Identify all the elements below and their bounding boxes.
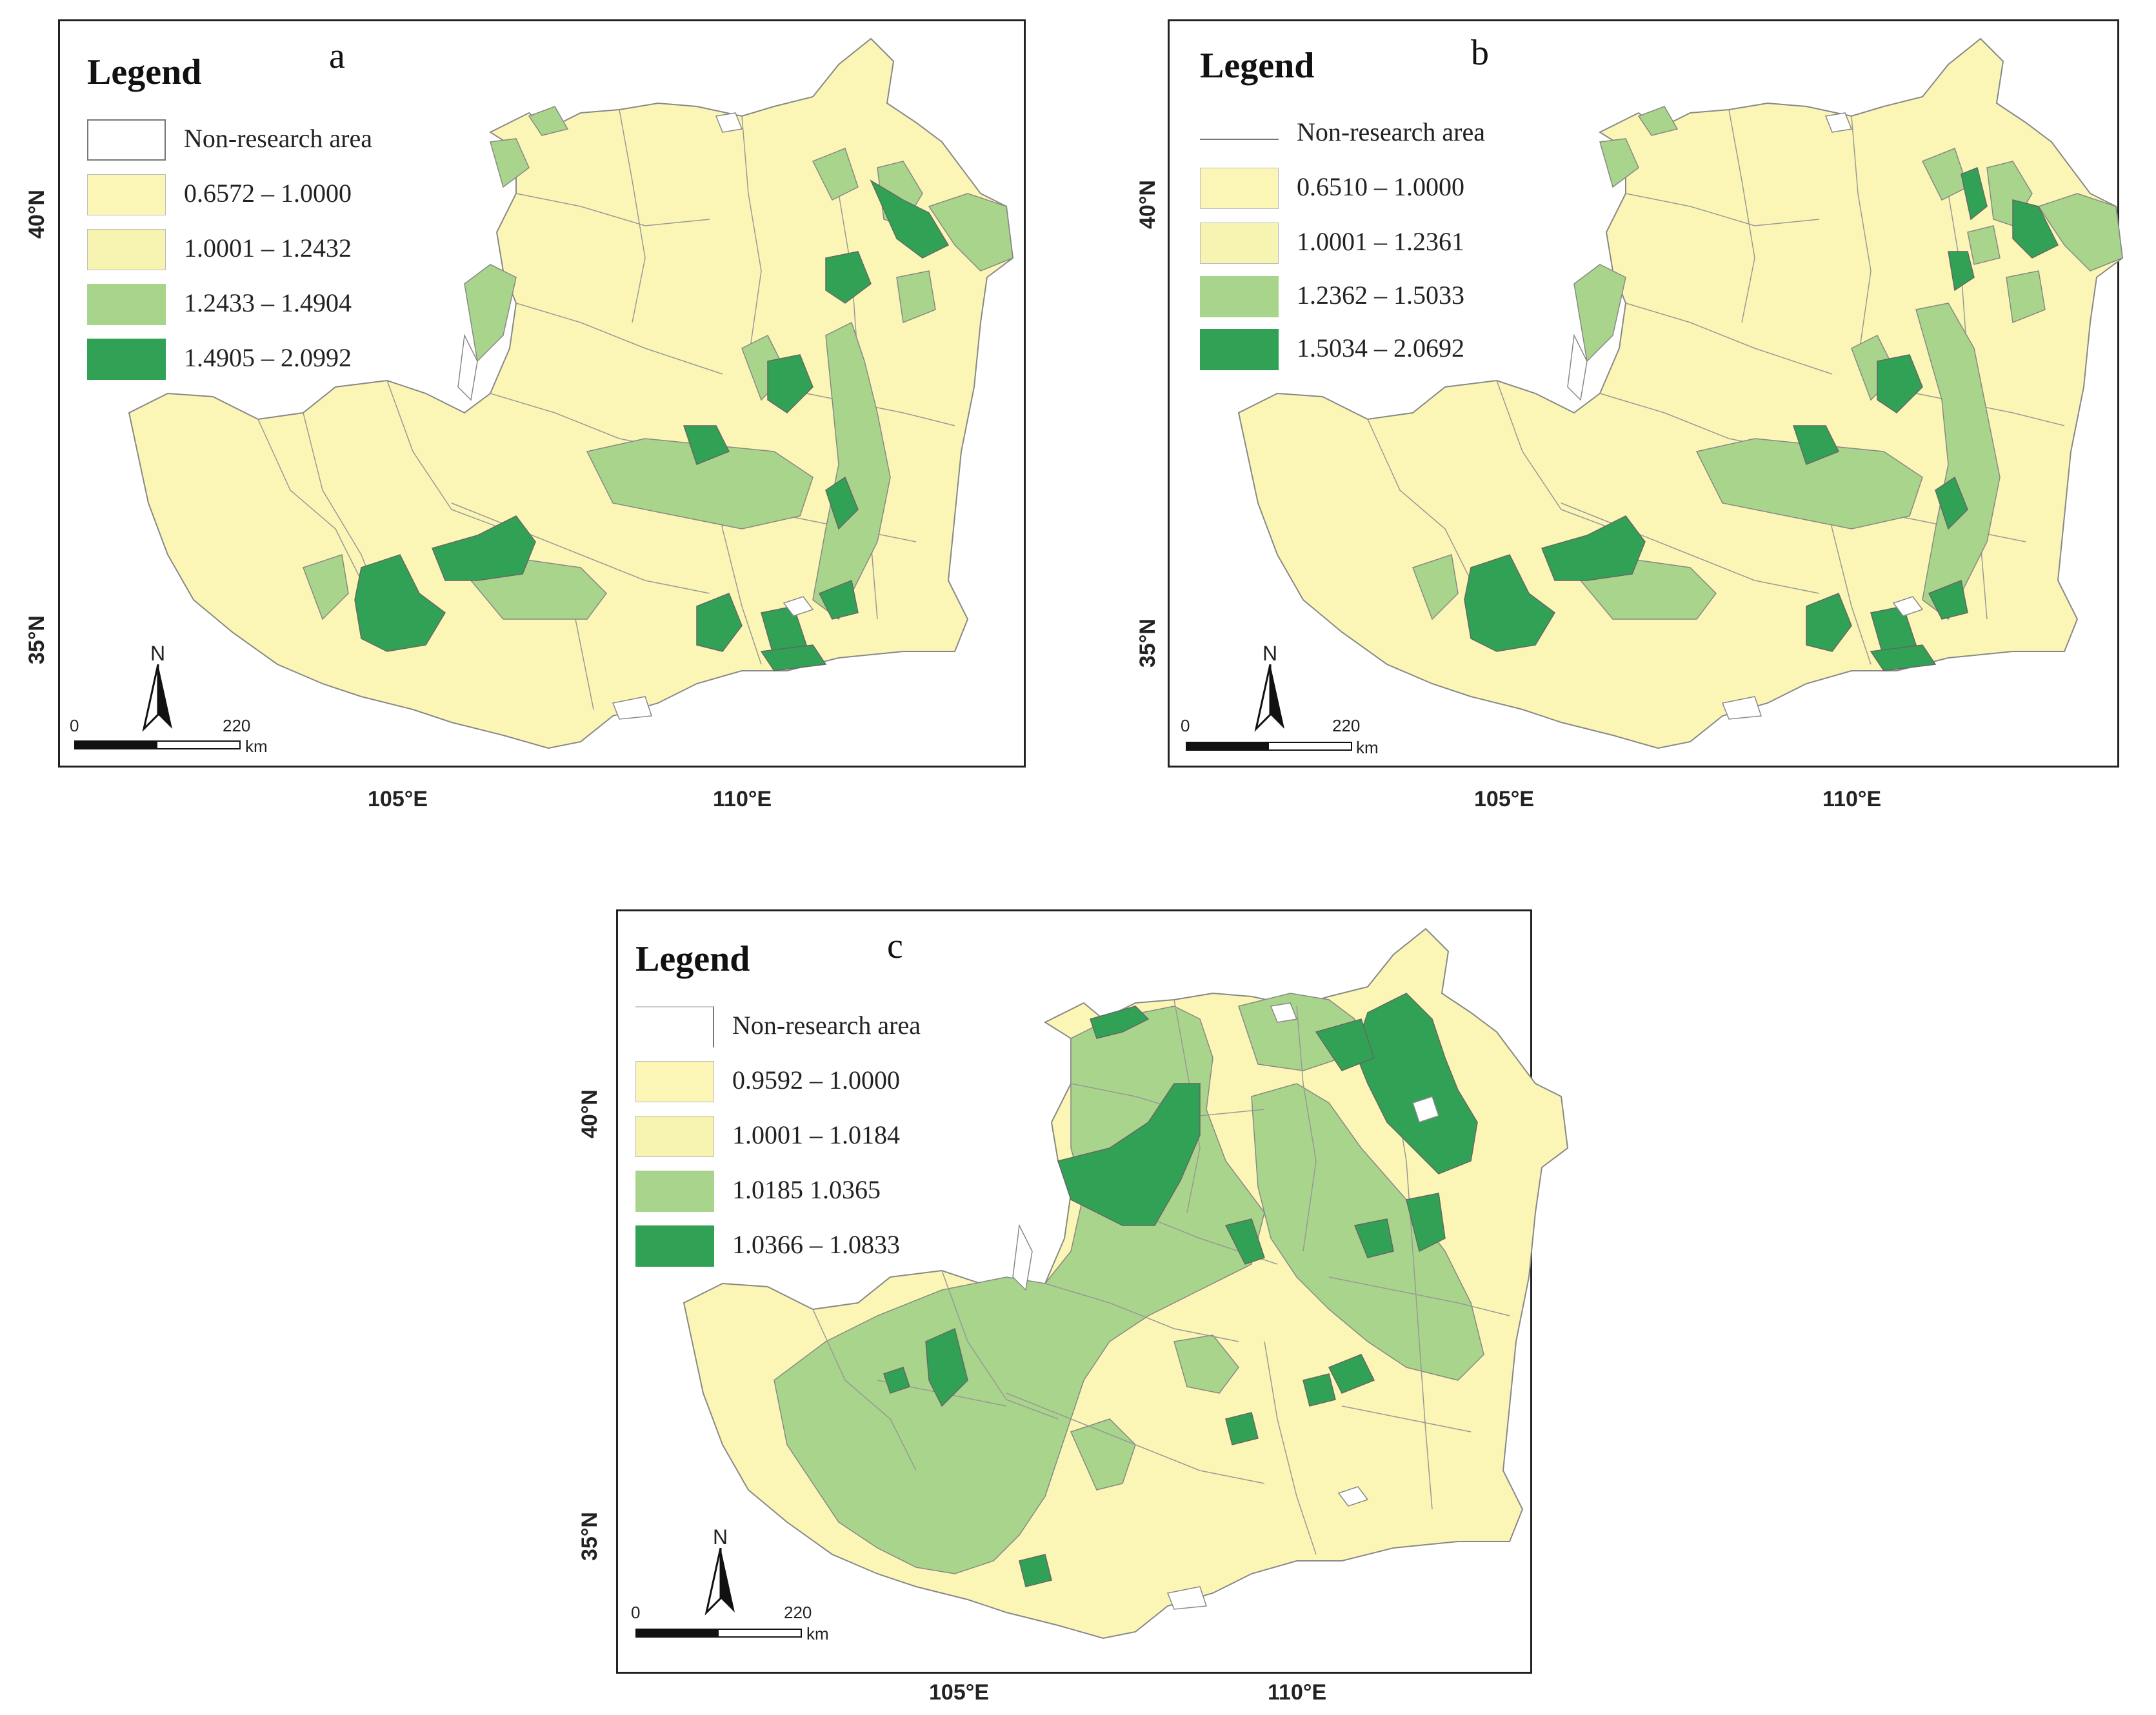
legend-title: Legend [87,52,202,92]
legend-label: 0.6510 – 1.0000 [1297,172,1464,201]
scale-unit: km [245,737,268,756]
scale-start: 0 [1181,716,1190,735]
scale-end: 220 [784,1603,812,1622]
map-panel-a: Legend a Non-research area 0.6572 – 1.00… [0,0,1058,838]
north-arrow-label: N [713,1525,728,1549]
scale-bar [1186,742,1352,751]
panel-label: c [887,926,903,966]
legend-label: 1.4905 – 2.0992 [184,343,352,372]
lat-label-40: 40°N [25,190,49,239]
legend-title: Legend [1200,46,1315,86]
lon-label-105: 105°E [1474,787,1535,811]
legend-label: 1.0366 – 1.0833 [732,1230,900,1259]
scale-bar [635,1629,802,1638]
legend-label: Non-research area [184,124,373,153]
north-arrow-label: N [150,642,166,665]
legend-label: Non-research area [732,1011,921,1040]
legend-label: 1.0001 – 1.2432 [184,233,352,263]
legend-label: 0.6572 – 1.0000 [184,179,352,208]
panel-label: b [1471,33,1489,73]
legend-swatch [87,339,166,380]
legend-label: 1.2362 – 1.5033 [1297,281,1464,310]
legend-label: Non-research area [1297,117,1486,146]
legend-swatch [87,229,166,270]
legend-label: 1.0001 – 1.0184 [732,1120,900,1149]
legend-swatch [1200,329,1279,370]
legend-label: 0.9592 – 1.0000 [732,1066,900,1095]
panel-label: a [329,36,345,76]
scale-end: 220 [223,716,251,735]
lat-label-35: 35°N [577,1512,602,1561]
scale-start: 0 [631,1603,641,1622]
legend-swatch [87,174,166,215]
legend-title: Legend [635,939,750,979]
legend-swatch [635,1061,714,1102]
legend-swatch [1200,223,1279,264]
legend-swatch [1200,276,1279,317]
lat-label-35: 35°N [25,615,49,664]
scale-unit: km [1356,738,1379,757]
north-arrow-label: N [1263,642,1278,665]
legend-swatch [635,1116,714,1157]
map-panel-b: Legend b Non-research area 0.6510 – 1.00… [1110,0,2156,838]
legend-swatch [87,119,166,161]
lon-label-110: 110°E [713,787,772,811]
lat-label-40: 40°N [577,1089,602,1138]
north-arrow-icon [1254,664,1284,732]
legend-label: 1.0001 – 1.2361 [1297,227,1464,256]
legend-swatch [635,1006,714,1047]
lon-label-105: 105°E [368,787,428,811]
north-arrow-icon [142,664,172,732]
scale-end: 220 [1332,716,1361,735]
legend-swatch [635,1171,714,1212]
legend-swatch [1200,168,1279,209]
legend-swatch [635,1225,714,1267]
scale-bar [74,740,241,749]
scale-start: 0 [70,716,79,735]
lon-label-110: 110°E [1822,787,1882,811]
scale-unit: km [806,1624,829,1643]
legend-label: 1.0185 1.0365 [732,1175,881,1204]
legend-swatch [87,284,166,325]
lon-label-110: 110°E [1268,1680,1327,1705]
lat-label-35: 35°N [1135,619,1160,668]
legend-label: 1.5034 – 2.0692 [1297,333,1464,362]
north-arrow-icon [704,1548,735,1616]
map-panel-c: Legend c Non-research area 0.9592 – 1.00… [555,890,1600,1715]
lon-label-105: 105°E [929,1680,990,1705]
legend-swatch [1200,139,1279,141]
lat-label-40: 40°N [1135,180,1160,229]
legend-label: 1.2433 – 1.4904 [184,288,352,317]
